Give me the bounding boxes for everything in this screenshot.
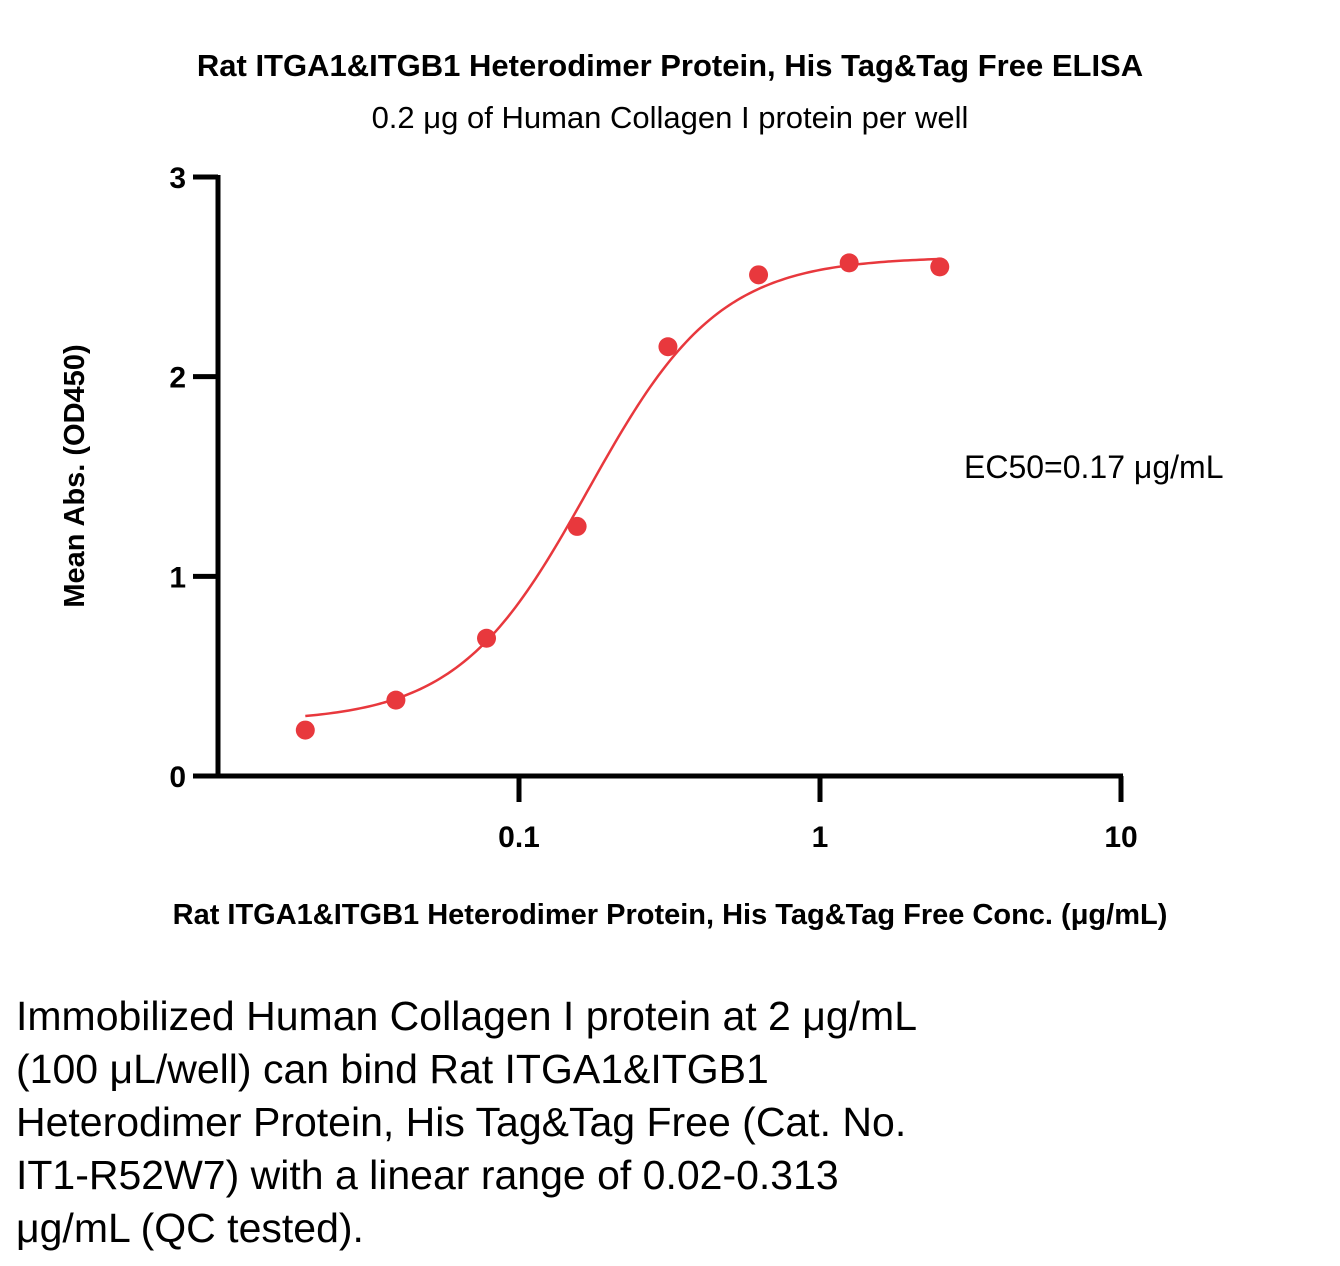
chart-subtitle: 0.2 μg of Human Collagen I protein per w… [371, 100, 969, 135]
elisa-chart: 0 1 2 3 0.1 1 10 Mean Abs. (OD450) Rat ITGA1&I… [59, 162, 1223, 931]
data-point [386, 690, 406, 710]
x-tick-label: 0.1 [498, 821, 540, 854]
chart-title: Rat ITGA1&ITGB1 Heterodimer Protein, His… [196, 48, 1144, 83]
data-point [658, 337, 678, 357]
fit-curve [305, 257, 940, 718]
caption-text: Immobilized Human Collagen I protein at … [16, 993, 917, 1251]
y-tick-label: 1 [169, 561, 186, 594]
x-tick-label: 10 [1104, 821, 1137, 854]
ec50-annotation: EC50=0.17 μg/mL [964, 449, 1223, 485]
axes: 0 1 2 3 0.1 1 10 [169, 162, 1137, 854]
data-points [295, 253, 950, 740]
data-point [477, 628, 497, 648]
data-point [567, 516, 587, 536]
data-point [295, 720, 315, 740]
data-point [839, 253, 859, 273]
y-tick-label: 0 [169, 761, 186, 794]
x-axis-label: Rat ITGA1&ITGB1 Heterodimer Protein, His… [173, 899, 1168, 931]
data-point [749, 265, 769, 285]
y-tick-label: 2 [169, 362, 186, 395]
y-axis-label: Mean Abs. (OD450) [59, 344, 91, 607]
data-point [930, 257, 950, 277]
x-tick-label: 1 [812, 821, 829, 854]
y-tick-label: 3 [169, 162, 186, 195]
fit-curve-layer [305, 257, 940, 718]
